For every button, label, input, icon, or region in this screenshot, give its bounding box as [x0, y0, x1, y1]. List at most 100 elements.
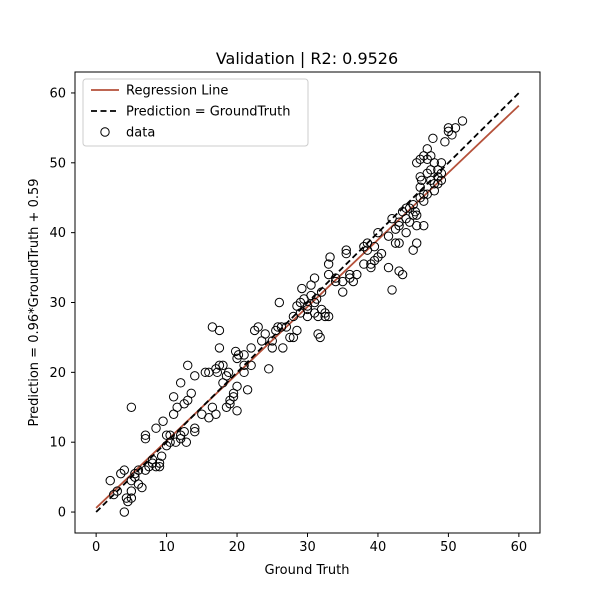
- x-tick-label: 0: [92, 540, 100, 555]
- data-point: [133, 479, 144, 489]
- x-tick-label: 40: [370, 540, 387, 555]
- data-point: [151, 423, 161, 433]
- data-point: [133, 465, 144, 475]
- data-point: [165, 430, 175, 440]
- data-point: [352, 269, 362, 280]
- data-point: [373, 252, 383, 262]
- data-point: [278, 343, 288, 353]
- data-point: [401, 227, 411, 238]
- y-tick-label: 50: [49, 156, 66, 171]
- legend-box: [82, 78, 309, 147]
- data-point: [428, 133, 438, 144]
- data-point: [412, 238, 422, 248]
- data-point: [232, 381, 242, 392]
- x-tick-label: 20: [229, 540, 246, 555]
- data-point: [436, 158, 447, 168]
- data-point: [116, 468, 126, 479]
- data-point: [433, 172, 443, 182]
- data-point: [154, 458, 165, 468]
- data-point: [190, 371, 200, 381]
- data-point: [412, 210, 422, 220]
- data-point: [309, 273, 320, 283]
- regression-line: [95, 104, 520, 509]
- data-point: [320, 308, 330, 318]
- data-point: [190, 427, 200, 437]
- data-point: [181, 437, 192, 447]
- data-point: [183, 360, 193, 371]
- data-point: [436, 168, 447, 178]
- x-tick-label: 30: [299, 540, 316, 555]
- data-point: [200, 367, 211, 378]
- data-point: [419, 220, 429, 231]
- data-point: [253, 322, 263, 332]
- data-point: [412, 220, 422, 231]
- data-point: [323, 311, 334, 322]
- data-point: [156, 451, 167, 461]
- data-point: [281, 322, 292, 332]
- data-point: [369, 241, 380, 252]
- data-point: [246, 343, 256, 353]
- y-tick-label: 60: [49, 86, 66, 101]
- data-point: [109, 489, 119, 500]
- data-point: [242, 385, 253, 395]
- data-point: [233, 350, 244, 360]
- y-tick-label: 10: [49, 436, 66, 451]
- data-point: [394, 238, 404, 248]
- data-point: [276, 322, 287, 332]
- data-point: [239, 367, 249, 378]
- data-point: [126, 402, 137, 412]
- data-point: [119, 507, 130, 517]
- data-point: [151, 461, 161, 472]
- data-point: [394, 220, 404, 231]
- identity-line: [95, 92, 520, 513]
- data-point: [297, 283, 307, 294]
- data-point: [140, 434, 151, 444]
- data-point: [267, 336, 277, 346]
- legend-label: Regression Line: [126, 84, 228, 99]
- data-point: [359, 241, 369, 252]
- data-point: [433, 179, 443, 189]
- data-point: [154, 461, 165, 472]
- data-point: [249, 325, 260, 336]
- data-point: [190, 423, 200, 433]
- data-point: [230, 346, 241, 357]
- y-tick-label: 40: [49, 226, 66, 241]
- data-point: [214, 360, 225, 371]
- data-point: [376, 248, 387, 259]
- data-point: [232, 406, 242, 416]
- data-point: [228, 392, 239, 402]
- data-point: [292, 325, 302, 336]
- data-point: [123, 496, 133, 507]
- data-point: [457, 116, 468, 126]
- data-point: [168, 392, 179, 402]
- data-point: [383, 231, 394, 241]
- data-point: [161, 440, 172, 451]
- data-point: [112, 486, 122, 496]
- x-tick-label: 50: [440, 540, 457, 555]
- data-point: [218, 360, 228, 371]
- data-point: [419, 189, 429, 199]
- data-point: [320, 311, 330, 322]
- x-tick-label: 10: [158, 540, 175, 555]
- data-point: [223, 367, 234, 378]
- data-point: [369, 255, 380, 266]
- data-point: [119, 465, 130, 475]
- data-point: [311, 294, 322, 304]
- data-point: [239, 350, 249, 360]
- data-point: [212, 367, 223, 378]
- data-point: [397, 269, 408, 280]
- data-point: [179, 427, 189, 437]
- data-point: [165, 437, 175, 447]
- data-point: [105, 475, 115, 486]
- data-point: [175, 430, 186, 440]
- legend-swatch-data: [100, 127, 110, 137]
- data-point: [246, 360, 256, 371]
- legend: Regression Line Prediction = GroundTruth d…: [82, 78, 309, 147]
- data-point: [171, 437, 181, 447]
- data-point: [137, 482, 147, 493]
- data-point: [186, 388, 196, 399]
- data-point: [373, 227, 383, 238]
- y-tick-label: 20: [49, 366, 66, 381]
- data-point: [239, 360, 249, 371]
